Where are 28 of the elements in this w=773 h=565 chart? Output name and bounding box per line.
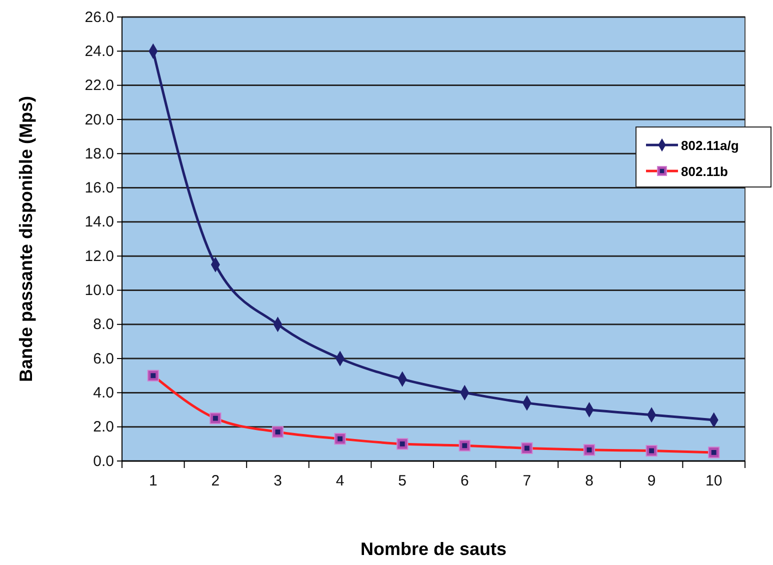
y-tick-label: 26.0 (84, 8, 114, 26)
y-tick-label: 12.0 (84, 248, 114, 265)
y-tick-label: 18.0 (84, 145, 114, 162)
x-axis-title: Nombre de sauts (360, 539, 507, 559)
y-tick-label: 10.0 (84, 282, 114, 300)
y-tick-label: 4.0 (93, 384, 114, 402)
y-tick-label: 6.0 (93, 350, 114, 368)
y-axis-title: Bande passante disponible (Mps) (16, 96, 36, 382)
x-tick-label: 3 (274, 472, 282, 490)
x-tick-label: 6 (460, 472, 469, 490)
x-tick-label: 4 (336, 472, 344, 490)
x-tick-label: 8 (585, 472, 594, 490)
y-tick-label: 24.0 (84, 42, 114, 60)
y-tick-label: 2.0 (93, 418, 114, 436)
y-tick-label: 0.0 (93, 452, 114, 470)
y-tick-label: 20.0 (84, 111, 114, 128)
x-tick-label: 10 (706, 472, 722, 490)
legend-label: 802.11a/g (681, 138, 739, 153)
x-tick-label: 1 (148, 472, 158, 490)
legend-label: 802.11b (681, 164, 728, 179)
x-tick-label: 2 (211, 472, 220, 490)
x-tick-label: 7 (522, 472, 532, 490)
y-tick-label: 14.0 (84, 214, 114, 231)
x-tick-label: 9 (647, 472, 656, 490)
x-tick-label: 5 (398, 472, 407, 490)
y-tick-label: 22.0 (84, 77, 114, 94)
y-tick-label: 8.0 (93, 316, 114, 334)
y-tick-label: 16.0 (84, 180, 114, 197)
